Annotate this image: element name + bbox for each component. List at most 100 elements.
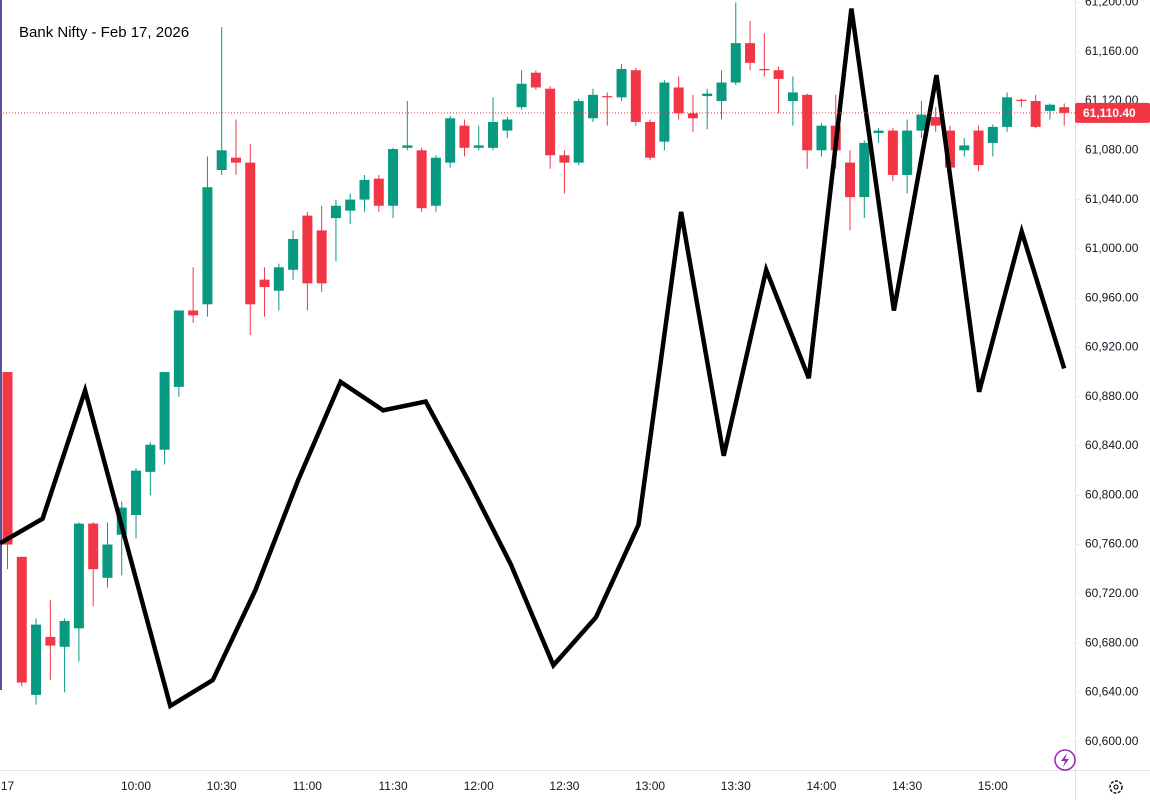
candle-body <box>559 155 570 163</box>
candle-body <box>987 126 998 143</box>
candle-body <box>944 130 955 168</box>
candle-body <box>59 620 70 647</box>
candle-body <box>887 130 898 175</box>
y-tick-label: 61,040.00 <box>1085 192 1139 206</box>
candle-body <box>416 150 427 209</box>
x-tick-label: 15:00 <box>978 779 1008 793</box>
candle-body <box>145 444 156 472</box>
candle-body <box>316 230 327 284</box>
candle-body <box>1030 101 1041 127</box>
candle-body <box>31 624 42 695</box>
settings-icon[interactable] <box>1109 780 1123 794</box>
candle-body <box>16 556 27 683</box>
candle-body <box>330 205 341 219</box>
y-tick-label: 60,880.00 <box>1085 389 1139 403</box>
candle-body <box>73 523 84 629</box>
candle-body <box>1016 99 1027 102</box>
y-tick-label: 61,160.00 <box>1085 44 1139 58</box>
candle-body <box>587 94 598 119</box>
candle-body <box>188 310 199 316</box>
candle-body <box>288 239 299 270</box>
x-tick-label: 11:00 <box>293 779 322 793</box>
x-tick-label: 14:30 <box>892 779 922 793</box>
candle-body <box>616 68 627 98</box>
candle-body <box>430 157 441 206</box>
candle-body <box>102 544 113 578</box>
settings-button[interactable] <box>1109 780 1123 794</box>
candle-body <box>159 372 170 450</box>
candle-body <box>930 117 941 126</box>
y-tick-label: 61,080.00 <box>1085 142 1139 156</box>
y-tick-label: 60,680.00 <box>1085 635 1139 649</box>
candle-body <box>687 113 698 119</box>
candle-body <box>802 94 813 151</box>
candle-body <box>1059 107 1070 113</box>
x-tick-label: 13:00 <box>635 779 665 793</box>
candle-body <box>845 162 856 198</box>
candle-body <box>716 82 727 102</box>
last-price-label: 61,110.40 <box>1083 106 1136 120</box>
candle-body <box>645 121 656 158</box>
candle-body <box>259 279 270 288</box>
candle-body <box>373 178 384 206</box>
plot-area <box>0 2 1070 710</box>
candle-body <box>959 145 970 151</box>
x-tick-label: 10:00 <box>121 779 151 793</box>
alert-button[interactable] <box>1054 749 1076 771</box>
candle-body <box>673 87 684 114</box>
candle-body <box>545 88 556 156</box>
y-tick-label: 60,720.00 <box>1085 586 1139 600</box>
y-tick-label: 60,840.00 <box>1085 438 1139 452</box>
candle-body <box>216 150 227 171</box>
candle-body <box>602 96 613 98</box>
candle-body <box>473 145 484 148</box>
x-tick-label: 12:30 <box>549 779 579 793</box>
candle-body <box>2 372 13 545</box>
y-tick-label: 60,600.00 <box>1085 734 1139 748</box>
x-tick-label: 13:30 <box>721 779 751 793</box>
candle-body <box>630 70 641 122</box>
candle-body <box>45 636 56 646</box>
y-tick-label: 60,800.00 <box>1085 487 1139 501</box>
candle-body <box>859 142 870 198</box>
candle-body <box>359 179 370 200</box>
candle-body <box>459 125 470 148</box>
x-tick-label: 17 <box>1 779 15 793</box>
candle-body <box>502 119 513 131</box>
y-tick-label: 60,760.00 <box>1085 537 1139 551</box>
candle-body <box>245 162 256 305</box>
overlay-line <box>0 8 1067 710</box>
candle-body <box>202 187 213 305</box>
y-tick-label: 60,920.00 <box>1085 340 1139 354</box>
candle-body <box>302 215 313 284</box>
x-tick-label: 10:30 <box>207 779 237 793</box>
candle-body <box>230 157 241 163</box>
candle-body <box>88 523 99 570</box>
candle-body <box>702 93 713 97</box>
candle-body <box>902 130 913 175</box>
candle-body <box>759 68 770 71</box>
candle-body <box>1002 97 1013 127</box>
candle-body <box>273 267 284 291</box>
last-price-tag <box>1075 102 1150 123</box>
candle-body <box>659 82 670 142</box>
candle-body <box>773 70 784 79</box>
candle-body <box>445 118 456 163</box>
candle-body <box>173 310 184 387</box>
candle-body <box>973 130 984 166</box>
y-tick-label: 61,200.00 <box>1085 0 1139 9</box>
candle-body <box>388 149 399 206</box>
x-tick-label: 11:30 <box>378 779 407 793</box>
y-tick-label: 61,000.00 <box>1085 241 1139 255</box>
candle-body <box>488 121 499 148</box>
candle-body <box>787 92 798 102</box>
candle-body <box>131 470 142 515</box>
candle-body <box>816 125 827 151</box>
alert-bolt <box>1061 753 1069 767</box>
candle-body <box>745 43 756 63</box>
candle-body <box>730 43 741 83</box>
candle-body <box>516 83 527 108</box>
y-tick-label: 60,960.00 <box>1085 290 1139 304</box>
candle-body <box>873 130 884 134</box>
